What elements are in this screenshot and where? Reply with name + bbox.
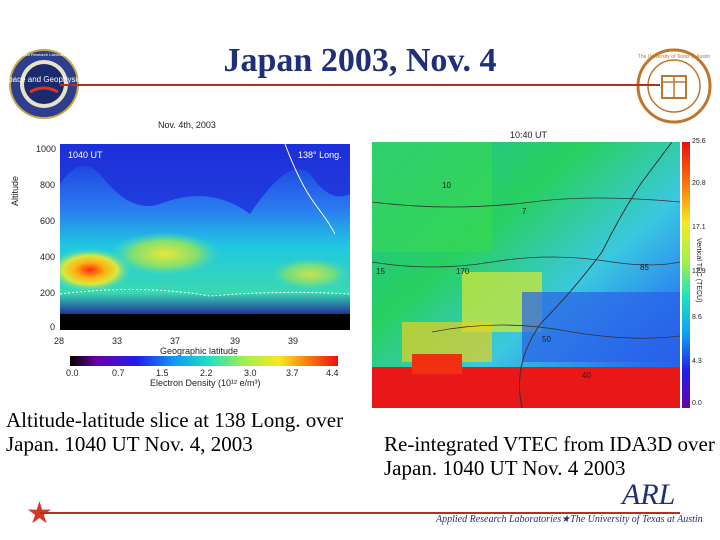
arl-subtitle: Applied Research Laboratories★The Univer… <box>436 514 703 525</box>
logo-left-text: Space and Geophysics <box>8 75 80 84</box>
r-cbar-tick-0: 25.6 <box>692 138 706 145</box>
left-plot-ut: 1040 UT <box>68 150 103 160</box>
left-plot-ylabel: Altitude <box>10 175 20 206</box>
cbar-tick-4: 3.0 <box>244 368 257 378</box>
slide-title: Japan 2003, Nov. 4 <box>223 42 497 79</box>
ytick-600: 600 <box>40 216 56 226</box>
xtick-37: 37 <box>170 336 181 346</box>
r-cbar-tick-2: 17.1 <box>692 224 706 231</box>
left-plot-long: 138° Long. <box>298 150 342 160</box>
left-plot: Nov. 4th, 2003 Altitude 1000 800 600 400… <box>0 116 370 396</box>
map-label-85: 85 <box>640 263 649 272</box>
right-plot: 10:40 UT 7 10 15 170 85 50 40 25.6 <box>370 128 720 410</box>
left-cbar-label: Electron Density (10¹² e/m³) <box>150 378 261 388</box>
vtec-map: 7 10 15 170 85 50 40 <box>372 142 680 408</box>
left-colorbar <box>70 356 338 366</box>
cbar-tick-3: 2.2 <box>200 368 213 378</box>
footer-rule <box>40 512 680 514</box>
ytick-0: 0 <box>50 322 56 332</box>
logo-left-ring: Applied Research Laboratories <box>17 52 72 57</box>
xtick-39a: 39 <box>230 336 241 346</box>
r-cbar-tick-1: 20.8 <box>692 180 706 187</box>
r-cbar-tick-5: 4.3 <box>692 358 702 365</box>
xtick-28: 28 <box>54 336 65 346</box>
xtick-33: 33 <box>112 336 123 346</box>
title-rule <box>60 84 660 86</box>
arl-logo: ARL <box>622 478 676 511</box>
cbar-tick-5: 3.7 <box>286 368 299 378</box>
space-geophysics-logo: Space and Geophysics Applied Research La… <box>8 49 80 119</box>
altitude-latitude-heatmap: 1040 UT 138° Long. <box>60 144 350 330</box>
map-label-40: 40 <box>582 371 591 380</box>
left-plot-xlabel: Geographic latitude <box>160 346 239 356</box>
right-colorbar <box>682 142 690 408</box>
map-label-10: 10 <box>442 181 451 190</box>
map-label-50: 50 <box>542 335 551 344</box>
caption-left: Altitude-latitude slice at 138 Long. ove… <box>6 408 344 456</box>
r-cbar-tick-6: 0.0 <box>692 400 702 407</box>
logo-right-ring: The University of Texas at Austin <box>638 54 711 60</box>
map-label-7: 7 <box>522 207 527 216</box>
ytick-400: 400 <box>40 252 56 262</box>
ytick-200: 200 <box>40 288 56 298</box>
caption-right: Re-integrated VTEC from IDA3D over Japan… <box>384 432 715 480</box>
ut-austin-seal: The University of Texas at Austin <box>636 48 712 124</box>
right-plot-ut: 10:40 UT <box>510 130 548 140</box>
map-label-170: 170 <box>456 267 470 276</box>
ytick-1000: 1000 <box>36 144 57 154</box>
cbar-tick-2: 1.5 <box>156 368 169 378</box>
right-cbar-label: Vertical TEC (TECU) <box>695 238 702 303</box>
r-cbar-tick-4: 8.6 <box>692 314 702 321</box>
left-plot-date: Nov. 4th, 2003 <box>158 120 216 130</box>
cbar-tick-0: 0.0 <box>66 368 79 378</box>
ytick-800: 800 <box>40 180 56 190</box>
r-cbar-tick-3: 12.9 <box>692 268 706 275</box>
map-label-15: 15 <box>376 267 385 276</box>
cbar-tick-1: 0.7 <box>112 368 125 378</box>
xtick-39b: 39 <box>288 336 299 346</box>
cbar-tick-6: 4.4 <box>326 368 339 378</box>
